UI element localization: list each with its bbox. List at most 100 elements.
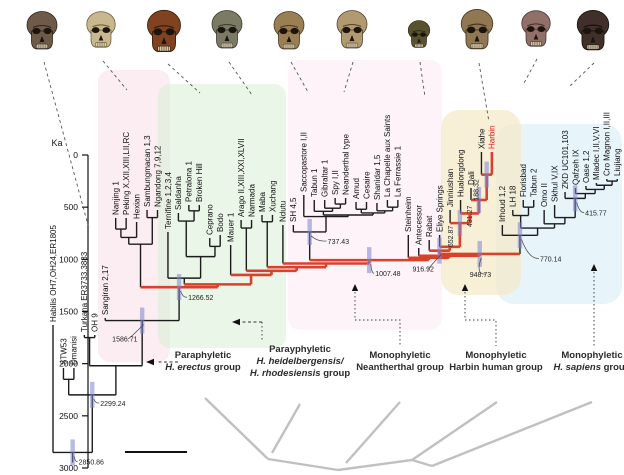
node-age-bar xyxy=(517,222,523,249)
summary-tree-line xyxy=(337,458,413,472)
node-age-label: 737.43 xyxy=(328,239,350,246)
skull-leader-line xyxy=(478,62,490,123)
group-label-text: H. sapiens xyxy=(553,361,601,373)
skull-eye-socket xyxy=(91,27,100,34)
skull-brow-ridge xyxy=(583,24,603,28)
age-label-leader xyxy=(478,257,486,275)
leaf-label: SH 4,5 xyxy=(289,197,298,222)
skull-eye-socket xyxy=(43,27,52,35)
leaf-label: Hexian xyxy=(132,194,141,219)
group-label-text: group xyxy=(603,361,624,373)
skull-nasal-opening xyxy=(39,36,45,42)
node-age-bar xyxy=(307,218,312,245)
up-arrow-icon xyxy=(590,264,598,271)
leaf-label: Xuchang xyxy=(268,180,277,212)
leaf-label: Saccopastore I,II xyxy=(300,132,309,192)
group-label-text: Paraphyletic xyxy=(174,350,232,361)
skull-leader-line xyxy=(522,58,538,86)
leaf-label: Narmada xyxy=(247,184,256,217)
skull-eye-socket xyxy=(412,32,418,37)
leaf-label: Broken Hill xyxy=(195,163,204,202)
group-connector-line xyxy=(464,292,497,346)
leaf-label: Bodo xyxy=(216,213,225,232)
node-age-bar xyxy=(70,439,75,466)
node-age-label: 188.32 xyxy=(474,179,481,201)
skull-eye-socket xyxy=(217,26,226,34)
leaf-label: Dmanisi xyxy=(70,336,79,365)
y-axis-tick-label: 1000 xyxy=(59,254,78,264)
leaf-label: LH 18 xyxy=(509,185,518,207)
skull-leader-line xyxy=(228,61,253,96)
skull-brow-ridge xyxy=(217,23,237,28)
skull-eye-socket xyxy=(342,26,351,34)
node-age-label: 948.73 xyxy=(470,272,492,279)
group-label-text: Monophyletic xyxy=(561,350,623,361)
node-age-label: 1586.71 xyxy=(112,337,137,344)
leaf-label: Gibraltar 1 xyxy=(321,159,330,197)
region-erectus xyxy=(98,70,170,362)
group-label-heidelbergensis: Parayphyletic H. heidelbergensis/H. rhode… xyxy=(250,344,350,380)
skull-eye-socket xyxy=(582,27,592,35)
leaf-label: STW53 xyxy=(59,338,68,365)
leaf-label: Xiahe xyxy=(477,128,486,149)
leaf-label: Tabun 2 xyxy=(530,168,539,197)
skull-nasal-opening xyxy=(590,36,596,43)
group-label-neanderthal: Monophyletic Neantherthal group xyxy=(356,350,444,374)
region-heidelbergensis xyxy=(158,84,286,348)
skull-eye-socket xyxy=(353,26,362,34)
leaf-label: Maba xyxy=(258,191,267,212)
y-axis-tick-label: 500 xyxy=(64,202,78,212)
skull-brow-ridge xyxy=(412,30,426,33)
leaf-label: Qafzeh IX xyxy=(571,149,580,185)
skull-brow-ridge xyxy=(467,23,487,27)
skull-eye-socket xyxy=(279,27,288,35)
leaf-label: Arago II,XIII,XXI,XLVII xyxy=(237,138,246,217)
skull-image-9 xyxy=(521,10,551,47)
skull-nasal-opening xyxy=(533,33,539,40)
skull-brow-ridge xyxy=(279,24,299,29)
skull-nasal-opening xyxy=(349,35,355,41)
leaf-label: Omo II xyxy=(540,183,549,207)
skull-brow-ridge xyxy=(92,24,110,28)
skull-eye-socket xyxy=(526,26,535,33)
leaf-label: Dali xyxy=(467,171,476,185)
skull-image-8 xyxy=(460,9,494,50)
group-label-text: group xyxy=(211,361,241,373)
node-age-bar xyxy=(476,186,482,213)
leaf-label: Spy I,II xyxy=(331,170,340,195)
leaf-label: Cesaire xyxy=(362,171,371,199)
skull-image-6 xyxy=(336,10,368,49)
leaf-label: Hualongdong xyxy=(456,149,465,197)
group-label-text: Monophyletic xyxy=(465,350,527,361)
skull-nasal-opening xyxy=(161,37,167,44)
y-axis-tick-label: 0 xyxy=(73,150,78,160)
group-label-text: Monophyletic xyxy=(369,350,431,361)
skull-eye-socket xyxy=(420,32,426,37)
skull-nasal-opening xyxy=(286,36,292,42)
node-age-bar xyxy=(90,381,95,408)
skull-brow-ridge xyxy=(153,25,175,29)
skull-eye-socket xyxy=(32,27,41,35)
skull-eye-socket xyxy=(290,27,299,35)
leaf-label: Mauer 1 xyxy=(226,212,235,242)
node-age-label: 2299.24 xyxy=(100,401,125,408)
skull-eye-socket xyxy=(594,27,604,35)
age-label-leader xyxy=(93,398,100,404)
leaf-label: Liujiang xyxy=(613,148,622,176)
up-arrow-icon xyxy=(461,284,469,291)
summary-tree-line xyxy=(411,458,433,468)
leaf-label: Saldanha xyxy=(174,176,183,210)
node-age-label: 652.87 xyxy=(448,226,455,248)
skull-eye-socket xyxy=(478,26,488,34)
y-axis-tick-label: 1500 xyxy=(59,306,78,316)
skull-nasal-opening xyxy=(224,35,230,41)
node-age-bar xyxy=(477,240,482,267)
left-arrow-icon xyxy=(146,358,154,366)
skull-leader-line xyxy=(343,61,354,93)
leaf-label: Amud xyxy=(352,178,361,199)
leaf-label: Jinniushan xyxy=(446,169,455,207)
node-age-bar xyxy=(572,185,578,212)
skull-eye-socket xyxy=(466,26,476,34)
leaf-label: Mladec I,II,V,VI xyxy=(592,126,601,180)
leaf-label: Sangiran 2,17 xyxy=(101,265,110,315)
